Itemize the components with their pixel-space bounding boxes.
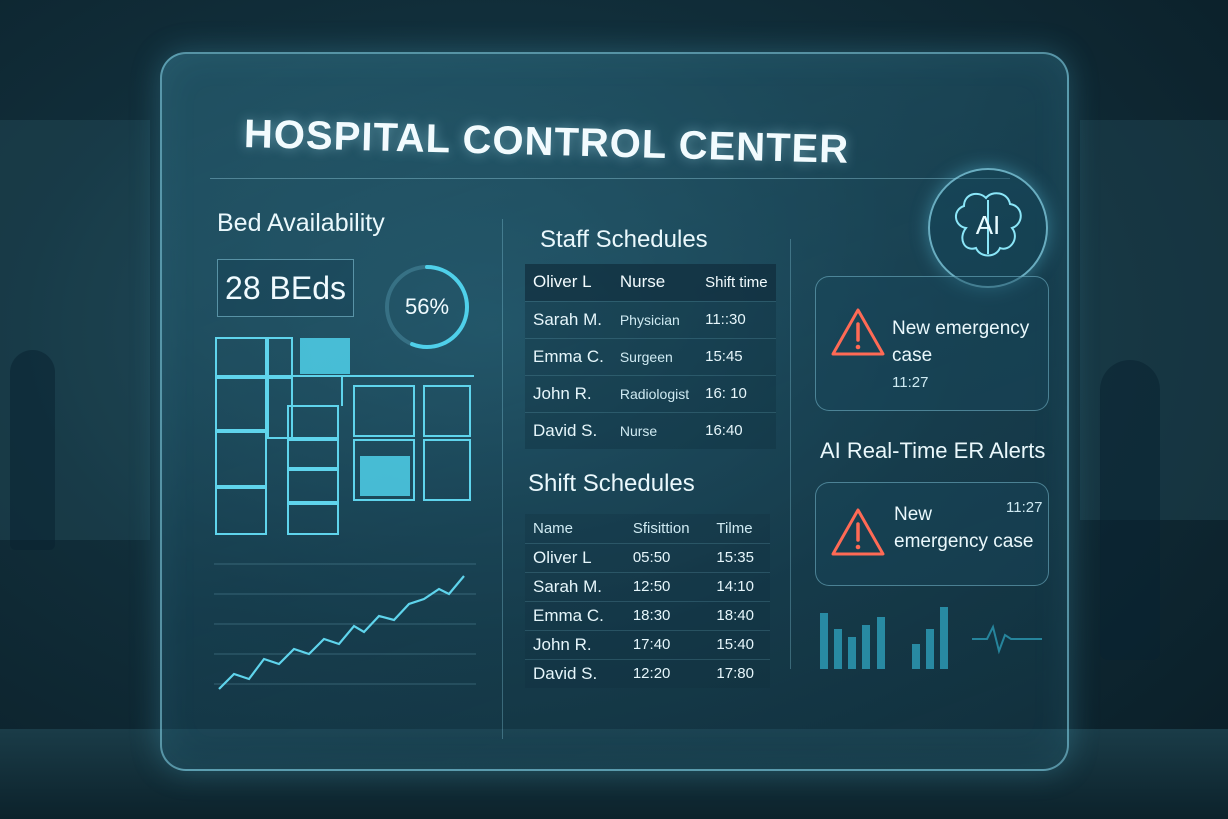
shift-time: 16:40 [697, 411, 776, 449]
staff-name: Oliver L [525, 542, 625, 572]
alert-message-line: New emergency [892, 318, 1030, 339]
table-row[interactable]: Sarah M. 12:50 14:10 [525, 571, 770, 601]
staff-name: John R. [525, 629, 625, 659]
shift-end: 14:10 [708, 571, 770, 601]
alert-message-line: case [892, 345, 933, 366]
occupancy-percent: 56% [404, 294, 450, 319]
table-row[interactable]: John R. 17:40 15:40 [525, 629, 770, 659]
column-divider [502, 219, 503, 739]
table-row[interactable]: David S. 12:20 17:80 [525, 658, 770, 688]
background-person [10, 350, 55, 550]
warning-icon [831, 308, 885, 356]
staff-role: Nurse [611, 411, 698, 449]
desk-surface [0, 729, 1228, 819]
table-row[interactable]: David S. Nurse 16:40 [525, 411, 776, 449]
shift-end: 17:80 [708, 658, 770, 688]
table-row[interactable]: Emma C. 18:30 18:40 [525, 600, 770, 630]
shift-end: 15:40 [708, 629, 770, 659]
bed-availability-title: Bed Availability [217, 209, 385, 237]
table-row[interactable]: Emma C. Surgeen 15:45 [525, 337, 776, 375]
brain-icon [955, 192, 1022, 257]
shift-time: 11::30 [697, 300, 776, 338]
alert-message: New emergency case [894, 501, 1034, 555]
header-cell: Name [533, 519, 574, 537]
table-row[interactable]: Sarah M. Physician 11::30 [525, 300, 776, 338]
shift-schedule-table: Name Sfisittion Tilme Oliver L 05:50 15:… [525, 514, 770, 688]
shift-start: 12:20 [624, 658, 709, 688]
alert-time: 11:27 [1006, 499, 1043, 516]
ai-brain-badge[interactable]: AI [928, 168, 1048, 288]
occupancy-gauge [385, 265, 469, 349]
shift-start: 05:50 [624, 542, 709, 572]
header-cell: Tilme [716, 519, 753, 537]
page-title: HOSPITAL CONTROL CENTER [243, 112, 850, 172]
shift-schedules-title: Shift Schedules [528, 470, 695, 497]
shift-end: 18:40 [708, 600, 770, 630]
ai-label: AI [975, 210, 1001, 240]
shift-start: 17:40 [624, 629, 709, 659]
staff-schedules-title: Staff Schedules [540, 226, 708, 253]
shift-end: 15:35 [708, 542, 770, 572]
warning-icon [831, 508, 885, 556]
header-cell: Oliver L [533, 272, 592, 292]
alert-message-line: New [894, 504, 933, 525]
shift-start: 18:30 [624, 600, 709, 630]
header-cell: Nurse [619, 272, 666, 292]
beds-count: 28 BEds [217, 259, 354, 317]
background-person [1100, 360, 1160, 660]
control-center-panel: HOSPITAL CONTROL CENTER Bed Availability… [160, 52, 1069, 771]
staff-role: Surgeen [611, 337, 698, 375]
staff-name: Sarah M. [525, 300, 612, 338]
header-cell: Sfisittion [632, 519, 690, 537]
staff-name: John R. [525, 374, 612, 412]
staff-name: David S. [525, 411, 612, 449]
staff-name: Sarah M. [525, 571, 625, 601]
staff-schedule-table: Oliver L Nurse Shift time Sarah M. Physi… [525, 264, 776, 449]
header-cell: Shift time [705, 273, 768, 291]
staff-role: Physician [611, 300, 698, 338]
alert-time: 11:27 [892, 374, 929, 391]
shift-start: 12:50 [624, 571, 709, 601]
staff-name: Emma C. [525, 337, 612, 375]
table-header-row: Oliver L Nurse Shift time [525, 264, 776, 301]
occupancy-trend-chart [214, 563, 476, 690]
shift-time: 16: 10 [697, 374, 776, 412]
alert-card[interactable]: New emergency case 11:27 [815, 482, 1049, 586]
alert-message: New emergency case [892, 315, 1042, 369]
alert-message-line: emergency case [894, 531, 1034, 552]
heartbeat-line [972, 624, 1042, 655]
shift-time: 15:45 [697, 337, 776, 375]
floor-plan [215, 337, 474, 535]
staff-name: Emma C. [525, 600, 625, 630]
alert-card[interactable]: New emergency case 11:27 [815, 276, 1049, 411]
title-divider [210, 178, 1010, 179]
activity-bar-chart [820, 607, 1042, 669]
table-header-row: Name Sfisittion Tilme [525, 514, 770, 543]
table-row[interactable]: John R. Radiologist 16: 10 [525, 374, 776, 412]
staff-role: Radiologist [611, 374, 698, 412]
table-row[interactable]: Oliver L 05:50 15:35 [525, 542, 770, 572]
column-divider [790, 239, 791, 669]
staff-name: David S. [525, 658, 625, 688]
ai-alerts-title: AI Real-Time ER Alerts [820, 438, 1046, 463]
